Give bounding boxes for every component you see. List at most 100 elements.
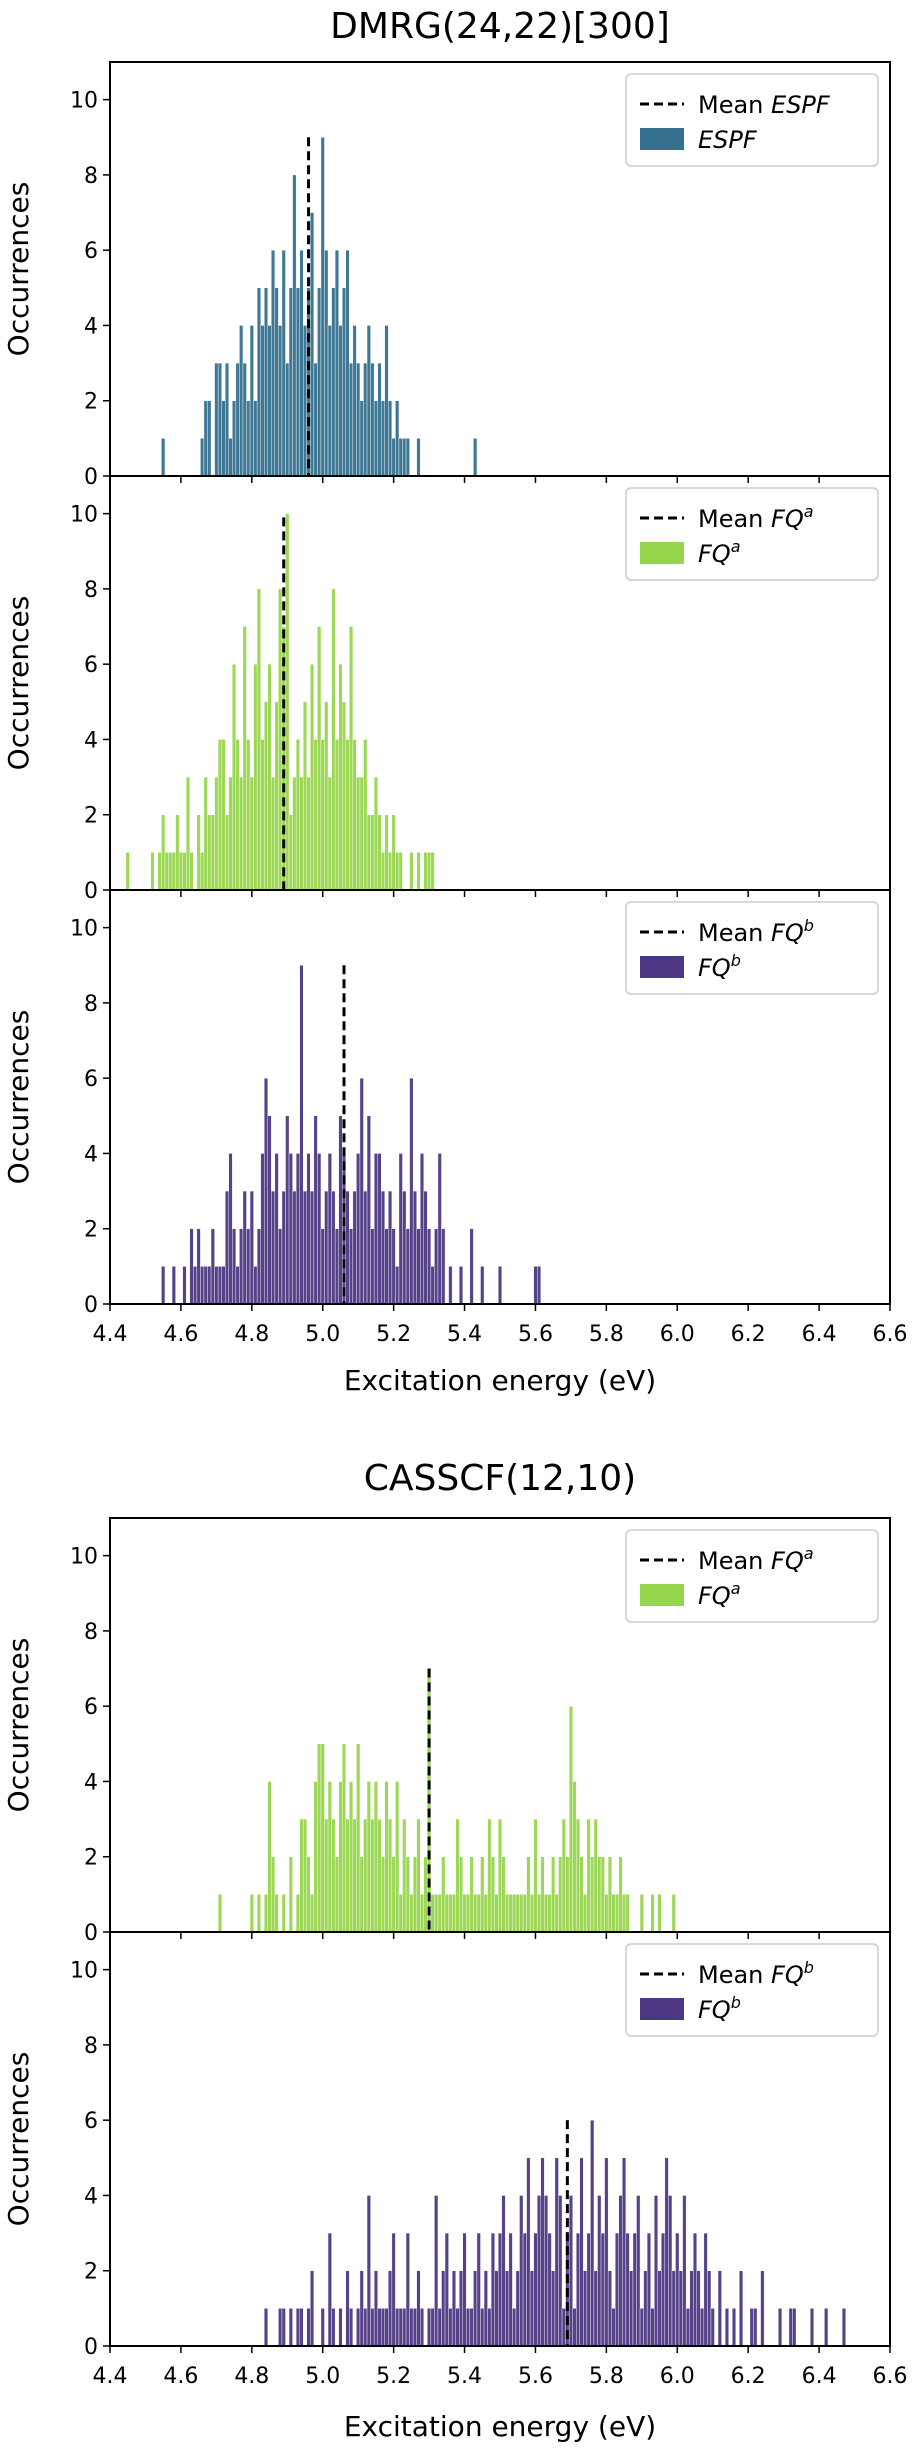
- y-tick-label: 10: [70, 503, 98, 528]
- histogram-bar: [526, 1856, 531, 1933]
- axes-frame: [109, 889, 891, 1305]
- histogram-bar: [342, 287, 346, 477]
- histogram-bar: [225, 362, 229, 477]
- histogram-bar: [285, 513, 290, 891]
- histogram-bar: [281, 1894, 286, 1933]
- histogram-bar: [583, 1894, 588, 1933]
- histogram-bar: [654, 2195, 658, 2347]
- y-tick-label: 0: [84, 2335, 98, 2360]
- histogram-bar: [586, 1818, 591, 1933]
- histogram-bar: [271, 1190, 276, 1305]
- histogram-bar: [366, 2195, 371, 2347]
- chart-title: CASSCF(12,10): [364, 1458, 636, 1499]
- x-tick-label: 6.4: [802, 1322, 837, 1347]
- histogram-bar: [405, 1856, 410, 1933]
- histogram-bar: [703, 2232, 708, 2347]
- histogram-bar: [186, 776, 190, 891]
- y-tick-label: 4: [84, 1770, 98, 1795]
- histogram-bar: [646, 2232, 651, 2347]
- y-tick-label: 10: [70, 1545, 98, 1570]
- y-tick-label: 6: [84, 1067, 98, 1092]
- histogram-bar: [295, 1153, 300, 1305]
- histogram-bar: [363, 2308, 368, 2347]
- histogram-bar: [717, 2270, 722, 2347]
- x-tick-label: 6.2: [731, 2364, 766, 2389]
- histogram-bar: [352, 1818, 357, 1933]
- histogram-bar: [299, 249, 304, 477]
- histogram-bar: [239, 1228, 244, 1305]
- histogram-bar: [331, 2308, 336, 2347]
- histogram-bar: [214, 1266, 219, 1305]
- histogram-bar: [168, 852, 173, 891]
- histogram-bar: [398, 1894, 403, 1933]
- x-tick-label: 6.6: [873, 1322, 908, 1347]
- histogram-bar: [568, 2195, 573, 2347]
- histogram-bar: [561, 2308, 566, 2347]
- histogram-bar: [171, 852, 176, 891]
- legend-series-label: FQb: [698, 951, 741, 982]
- histogram-bar: [359, 776, 364, 891]
- legend-series-superscript: a: [731, 537, 741, 556]
- histogram-bar: [494, 2270, 499, 2347]
- legend-mean-label: Mean FQb: [698, 1958, 814, 1989]
- histogram-bar: [278, 325, 283, 477]
- histogram-bar: [416, 1818, 421, 1933]
- histogram-bar: [391, 814, 396, 891]
- histogram-bar: [451, 1894, 456, 1933]
- histogram-bar: [689, 2270, 694, 2347]
- legend-mean-superscript: b: [804, 1958, 814, 1977]
- histogram-bar: [430, 1266, 435, 1305]
- histogram-bar: [313, 1781, 318, 1933]
- histogram-bar: [437, 2308, 442, 2347]
- histogram-bar: [349, 1781, 354, 1933]
- histogram-bar: [675, 2232, 680, 2347]
- histogram-bar: [338, 2308, 343, 2347]
- legend-series-var: FQ: [698, 954, 731, 982]
- histogram-bar: [693, 2232, 697, 2347]
- histogram-bar: [306, 1153, 311, 1305]
- histogram-bar: [381, 1190, 385, 1305]
- histogram-bar: [409, 852, 414, 891]
- legend-series-swatch: [640, 128, 684, 150]
- histogram-bar: [398, 852, 403, 891]
- histogram-bar: [178, 852, 183, 891]
- histogram-bar: [498, 2232, 502, 2347]
- histogram-bar: [473, 2270, 478, 2347]
- histogram-bar: [395, 2308, 400, 2347]
- histogram-bar: [299, 776, 304, 891]
- histogram-bar: [310, 1894, 315, 1933]
- histogram-bar: [292, 1190, 297, 1305]
- histogram-bar: [366, 814, 371, 891]
- histogram-bar: [824, 2308, 829, 2347]
- histogram-bar: [317, 287, 322, 477]
- legend-mean-label: Mean ESPF: [698, 91, 831, 119]
- histogram-bar: [554, 1894, 559, 1933]
- histogram-bar: [260, 1153, 265, 1305]
- histogram-bar: [430, 852, 435, 891]
- histogram-bar: [239, 325, 244, 477]
- legend-mean-prefix: Mean: [698, 505, 771, 533]
- histogram-bar: [579, 1856, 584, 1933]
- y-tick-label: 2: [84, 1846, 98, 1871]
- y-tick-label: 8: [84, 1620, 98, 1645]
- histogram-bar: [260, 739, 265, 891]
- histogram-bar: [171, 1266, 176, 1305]
- histogram-bar: [384, 1781, 389, 1933]
- histogram-bar: [384, 814, 389, 891]
- histogram-bar: [320, 137, 325, 477]
- histogram-bar: [515, 1894, 520, 1933]
- histogram-bar: [551, 2270, 556, 2347]
- histogram-bar: [235, 739, 240, 891]
- histogram-bar: [448, 2308, 453, 2347]
- histogram-bar: [221, 1266, 226, 1305]
- histogram-bar: [398, 438, 403, 477]
- x-tick-label: 4.4: [93, 2364, 128, 2389]
- histogram-bar: [278, 2308, 283, 2347]
- y-tick-label: 6: [84, 1695, 98, 1720]
- histogram-bar: [267, 663, 272, 891]
- histogram-bar: [232, 1228, 237, 1305]
- y-tick-label: 0: [84, 879, 98, 904]
- histogram-bar: [327, 1153, 332, 1305]
